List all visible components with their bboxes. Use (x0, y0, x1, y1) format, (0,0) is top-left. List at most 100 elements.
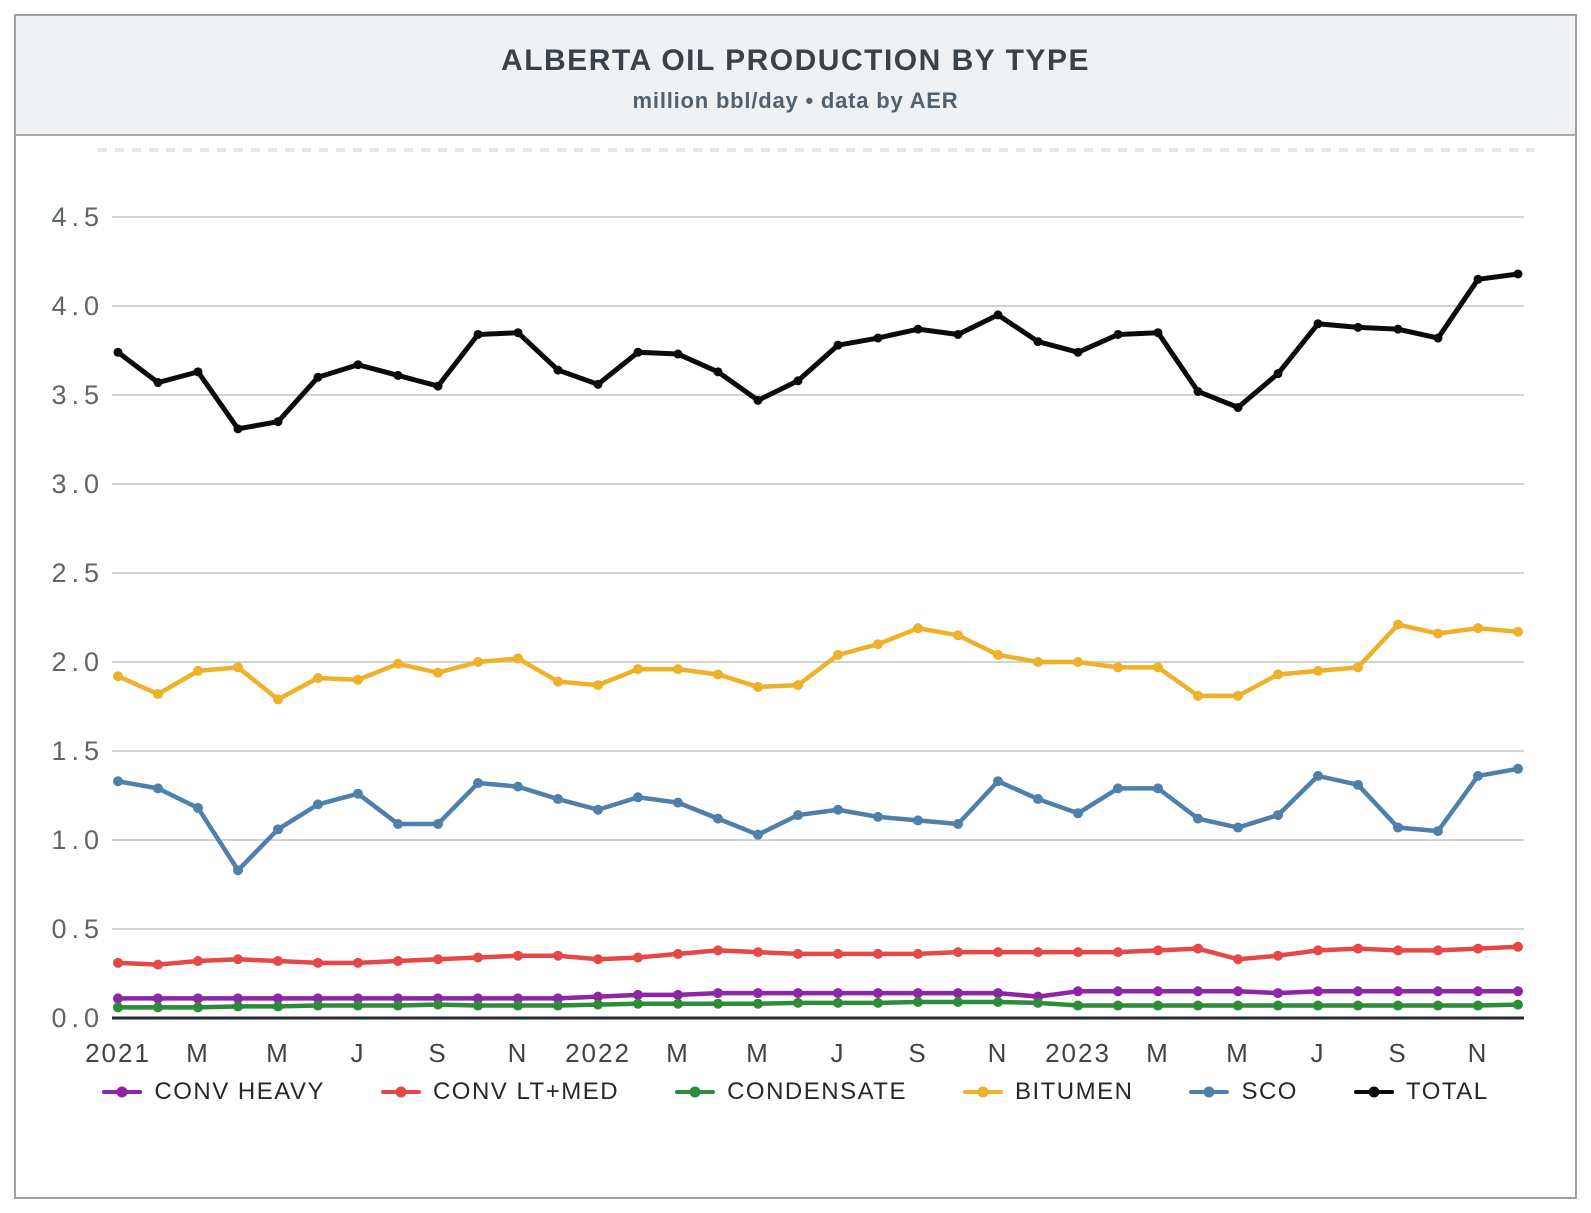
data-point-marker (1153, 328, 1163, 338)
data-point-marker (193, 665, 203, 676)
data-point-marker (1073, 657, 1083, 667)
x-tick-label: N (1468, 1038, 1489, 1068)
legend-dot-icon (689, 1086, 701, 1098)
data-point-marker (433, 954, 443, 965)
legend-item-total[interactable]: TOTAL (1353, 1078, 1489, 1106)
data-point-marker (1233, 402, 1243, 412)
data-point-marker (913, 996, 923, 1007)
data-point-marker (233, 993, 243, 1004)
legend-item-bitumen[interactable]: BITUMEN (962, 1078, 1134, 1106)
data-point-marker (1033, 997, 1043, 1008)
data-point-marker (1153, 986, 1163, 997)
data-point-marker (633, 664, 643, 675)
data-point-marker (1353, 1000, 1363, 1011)
data-point-marker (1313, 986, 1323, 997)
x-tick-label: M (266, 1038, 290, 1068)
data-point-marker (673, 664, 683, 675)
data-point-marker (833, 649, 843, 660)
data-point-marker (513, 653, 523, 664)
series-condensate (113, 996, 1523, 1013)
data-point-marker (353, 788, 363, 799)
data-point-marker (1113, 783, 1123, 794)
data-point-marker (1073, 986, 1083, 997)
data-point-marker (633, 347, 643, 357)
data-point-marker (1433, 826, 1443, 837)
data-point-marker (1273, 669, 1283, 680)
x-tick-label: M (1146, 1038, 1170, 1068)
data-point-marker (1513, 626, 1523, 637)
legend-line-marker-icon (102, 1086, 143, 1098)
data-point-marker (273, 417, 283, 427)
data-point-marker (1473, 1000, 1483, 1011)
data-point-marker (1153, 1000, 1163, 1011)
data-point-marker (153, 378, 163, 388)
data-point-marker (673, 998, 683, 1009)
y-tick-label: 0.0 (51, 1003, 104, 1033)
data-point-marker (793, 948, 803, 959)
data-point-marker (1433, 628, 1443, 639)
data-point-marker (553, 1000, 563, 1011)
data-point-marker (993, 988, 1003, 999)
data-point-marker (1193, 813, 1203, 824)
data-point-marker (233, 1001, 243, 1012)
y-tick-label: 1.0 (51, 825, 104, 855)
data-point-marker (1033, 657, 1043, 667)
data-point-marker (353, 360, 363, 370)
data-point-marker (313, 957, 323, 968)
x-tick-label: M (186, 1038, 210, 1068)
data-point-marker (793, 376, 803, 386)
data-point-marker (593, 991, 603, 1002)
series-sco (113, 763, 1523, 876)
data-point-marker (1273, 810, 1283, 821)
legend-item-sco[interactable]: SCO (1189, 1078, 1298, 1106)
data-point-marker (513, 993, 523, 1004)
data-point-marker (713, 945, 723, 956)
legend-line-marker-icon (962, 1086, 1003, 1098)
data-point-marker (393, 658, 403, 669)
data-point-marker (833, 948, 843, 959)
chart-title: ALBERTA OIL PRODUCTION BY TYPE (501, 44, 1090, 77)
data-point-marker (193, 993, 203, 1004)
data-point-marker (953, 630, 963, 641)
data-point-marker (113, 671, 123, 682)
data-point-marker (993, 996, 1003, 1007)
data-point-marker (593, 680, 603, 691)
data-point-marker (1113, 947, 1123, 958)
data-point-marker (353, 674, 363, 685)
y-tick-label: 3.5 (51, 380, 104, 410)
legend-item-condensate[interactable]: CONDENSATE (675, 1078, 907, 1106)
data-point-marker (713, 988, 723, 999)
x-tick-label: M (666, 1038, 690, 1068)
data-point-marker (753, 681, 763, 692)
data-point-marker (1193, 986, 1203, 997)
data-point-marker (1113, 329, 1123, 339)
data-point-marker (1513, 999, 1523, 1010)
legend-item-conv-heavy[interactable]: CONV HEAVY (102, 1078, 325, 1106)
data-point-marker (913, 324, 923, 334)
data-point-marker (713, 998, 723, 1009)
data-point-marker (273, 694, 283, 705)
series-total (113, 269, 1523, 434)
y-tick-label: 2.0 (51, 647, 104, 677)
data-point-marker (1313, 319, 1323, 329)
data-point-marker (993, 947, 1003, 958)
legend-label: CONV LT+MED (432, 1078, 620, 1105)
data-point-marker (953, 818, 963, 829)
data-point-marker (313, 1000, 323, 1011)
data-point-marker (593, 999, 603, 1010)
data-point-marker (793, 988, 803, 999)
data-point-marker (273, 956, 283, 967)
legend-item-conv-lt-med[interactable]: CONV LT+MED (380, 1078, 620, 1106)
data-point-marker (473, 993, 483, 1004)
data-point-marker (273, 824, 283, 835)
data-point-marker (393, 993, 403, 1004)
data-point-marker (1113, 1000, 1123, 1011)
data-point-marker (873, 639, 883, 650)
data-point-marker (193, 956, 203, 967)
y-tick-label: 4.0 (51, 291, 104, 321)
data-point-marker (873, 988, 883, 999)
data-point-marker (873, 333, 883, 343)
series-conv-lt-med (113, 941, 1523, 970)
data-point-marker (1513, 269, 1523, 279)
legend-dot-icon (116, 1086, 128, 1098)
